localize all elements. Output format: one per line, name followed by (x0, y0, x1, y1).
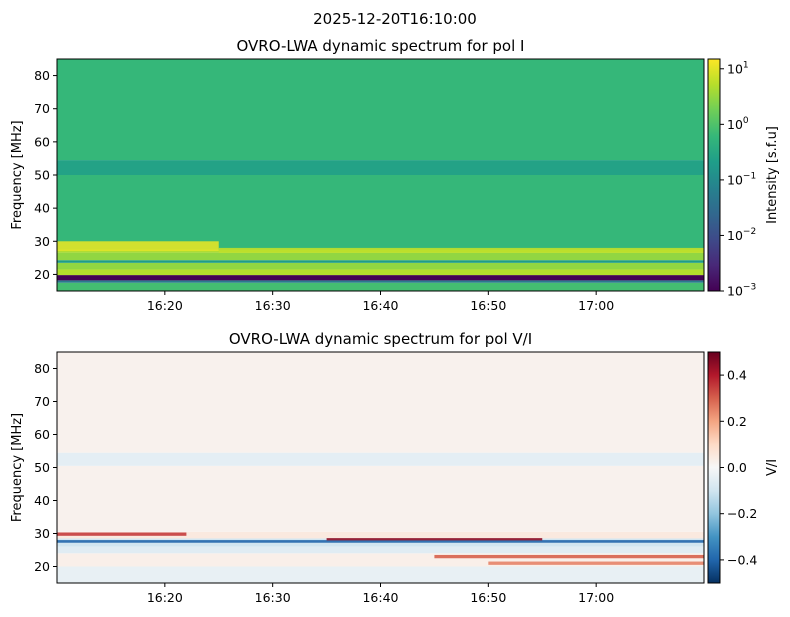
colorbar-tick-label: −0.4 (727, 552, 757, 567)
y-tick-label: 40 (34, 493, 50, 508)
x-tick-label: 17:00 (578, 590, 614, 605)
frequency-band (57, 252, 704, 261)
y-tick-label: 60 (34, 134, 50, 149)
colorbar-tick-label: 0.0 (727, 460, 747, 475)
y-tick-label: 20 (34, 559, 50, 574)
frequency-band (57, 260, 704, 263)
frequency-band (57, 269, 704, 276)
frequency-band (57, 262, 704, 270)
frequency-band (57, 275, 704, 281)
frequency-band (57, 531, 704, 539)
x-tick-label: 16:30 (255, 298, 291, 313)
frequency-band (57, 465, 704, 532)
colorbar-label: Intensity [s.f.u] (765, 126, 780, 224)
colorbar-tick-label: 100 (727, 116, 749, 132)
y-tick-label: 30 (34, 234, 50, 249)
y-axis-label: Frequency [MHz] (10, 120, 25, 229)
emission-feature (488, 561, 704, 565)
frequency-band (57, 566, 704, 583)
y-axis-label: Frequency [MHz] (10, 413, 25, 522)
figure-suptitle: 2025-12-20T16:10:00 (313, 10, 477, 28)
emission-feature (434, 554, 704, 559)
panel-title: OVRO-LWA dynamic spectrum for pol I (237, 37, 525, 55)
x-tick-label: 16:50 (470, 590, 506, 605)
colorbar-tick-label: 10−3 (727, 283, 756, 299)
panel-pol-i: OVRO-LWA dynamic spectrum for pol I 16:20… (10, 37, 780, 313)
x-tick-label: 16:20 (147, 298, 183, 313)
colorbar-tick-label: 101 (727, 60, 749, 76)
colorbar (707, 351, 721, 584)
emission-feature (57, 532, 187, 536)
emission-feature (57, 241, 219, 252)
colorbar-tick-label: 10−2 (727, 227, 756, 243)
spectrum-image (57, 352, 704, 583)
colorbar-tick-label: −0.2 (727, 506, 757, 521)
y-tick-label: 70 (34, 394, 50, 409)
frequency-band (57, 352, 704, 453)
frequency-band (57, 59, 704, 161)
y-tick-label: 40 (34, 201, 50, 216)
emission-feature (326, 538, 543, 541)
y-tick-label: 20 (34, 267, 50, 282)
frequency-band (57, 280, 704, 283)
frequency-band (57, 160, 704, 175)
colorbar-tick-label: 0.4 (727, 368, 747, 383)
colorbar-tick-label: 0.2 (727, 414, 747, 429)
x-tick-label: 16:20 (147, 590, 183, 605)
spectrum-image (57, 59, 704, 291)
x-tick-label: 17:00 (578, 298, 614, 313)
frequency-band (57, 546, 704, 554)
x-tick-label: 16:50 (470, 298, 506, 313)
y-tick-label: 60 (34, 427, 50, 442)
frequency-band (57, 282, 704, 291)
colorbar-label: V/I (765, 459, 780, 476)
x-tick-label: 16:40 (362, 298, 398, 313)
frequency-band (57, 452, 704, 466)
y-tick-label: 80 (34, 68, 50, 83)
x-tick-label: 16:40 (362, 590, 398, 605)
emission-feature (57, 540, 704, 543)
x-tick-label: 16:30 (255, 590, 291, 605)
colorbar-tick-label: 10−1 (727, 171, 756, 187)
y-tick-label: 70 (34, 101, 50, 116)
panel-title: OVRO-LWA dynamic spectrum for pol V/I (229, 330, 532, 348)
y-tick-label: 30 (34, 526, 50, 541)
y-tick-label: 80 (34, 361, 50, 376)
colorbar (707, 58, 721, 292)
y-tick-label: 50 (34, 168, 50, 183)
panel-pol-vi: OVRO-LWA dynamic spectrum for pol V/I 16:… (10, 330, 780, 605)
y-tick-label: 50 (34, 460, 50, 475)
frequency-band (57, 175, 704, 250)
emission-feature (218, 247, 704, 253)
